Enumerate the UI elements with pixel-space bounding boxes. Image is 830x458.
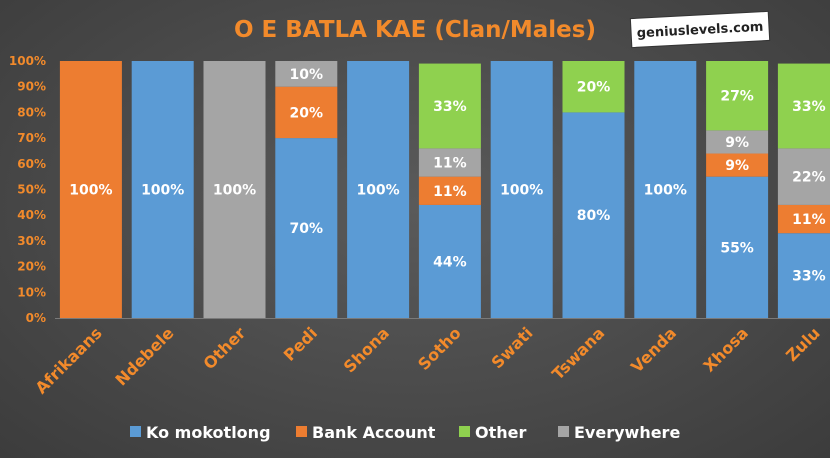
data-label: 11% — [792, 212, 826, 228]
x-category-label: Sotho — [414, 323, 465, 374]
x-category-label: Ndebele — [112, 323, 178, 389]
y-tick-label: 80% — [17, 105, 46, 119]
legend: Ko mokotlong Bank Account Other Everywhere — [130, 423, 680, 442]
x-category-label: Other — [200, 323, 250, 373]
data-label: 22% — [792, 170, 826, 186]
y-tick-label: 40% — [17, 208, 46, 222]
x-category-label: Tswana — [548, 323, 608, 383]
bar-segment — [418, 148, 481, 177]
x-category-label: Zulu — [782, 323, 824, 365]
bar-segment — [562, 61, 625, 113]
data-label: 20% — [577, 80, 611, 96]
data-label: 11% — [433, 184, 467, 200]
x-axis: Afrikaans Ndebele Other Pedi Shona Sotho Swati… — [32, 318, 830, 398]
data-label: 9% — [725, 135, 749, 151]
data-label: 11% — [433, 156, 467, 172]
bar-segment — [490, 61, 553, 318]
data-label: 80% — [577, 208, 611, 224]
x-category-label: Xhosa — [700, 323, 752, 375]
y-tick-label: 60% — [17, 157, 46, 171]
legend-label: Bank Account — [312, 423, 436, 442]
bar-segment — [777, 63, 830, 149]
data-label: 33% — [792, 269, 826, 285]
data-label: 33% — [433, 99, 467, 115]
bar-segment — [131, 61, 194, 318]
bar-segment — [706, 130, 769, 154]
legend-item: Bank Account — [296, 423, 436, 442]
legend-swatch — [459, 426, 470, 437]
bar-segment — [777, 204, 830, 234]
bar-segment — [706, 176, 769, 318]
bar-segment — [777, 148, 830, 205]
bar-segment — [203, 61, 266, 318]
legend-label: Ko mokotlong — [146, 423, 271, 442]
x-category-label: Pedi — [280, 323, 321, 364]
bar-segment — [706, 153, 769, 177]
data-label: 70% — [290, 221, 324, 237]
legend-item: Ko mokotlong — [130, 423, 271, 442]
legend-item: Other — [459, 423, 526, 442]
data-label: 10% — [290, 67, 324, 83]
legend-swatch — [130, 426, 141, 437]
bar-segment — [777, 233, 830, 318]
bar-segment — [275, 86, 338, 139]
y-tick-label: 100% — [9, 54, 46, 68]
watermark-text: geniuslevels.com — [636, 20, 763, 42]
bar-segment — [347, 61, 410, 318]
x-category-label: Swati — [488, 323, 537, 372]
bar-segment — [418, 204, 481, 318]
data-label: 100% — [644, 183, 687, 199]
bar-segment — [275, 61, 338, 87]
data-label: 44% — [433, 254, 467, 270]
legend-item: Everywhere — [558, 423, 680, 442]
chart-title: O E BATLA KAE (Clan/Males) — [234, 17, 596, 43]
bar-segment — [418, 63, 481, 149]
bar-segment — [634, 61, 697, 318]
legend-label: Everywhere — [574, 423, 680, 442]
data-label: 100% — [213, 183, 256, 199]
bar-segment — [59, 61, 122, 318]
data-label: 100% — [69, 183, 112, 199]
bar-segment — [418, 176, 481, 205]
data-label: 33% — [792, 99, 826, 115]
x-category-label: Shona — [340, 323, 393, 376]
y-tick-label: 20% — [17, 260, 46, 274]
y-tick-label: 0% — [26, 311, 46, 325]
data-label: 100% — [141, 183, 184, 199]
bar-segment — [706, 61, 769, 131]
y-axis: 0% 10% 20% 30% 40% 50% 60% 70% 80% 90% 100% — [9, 54, 46, 325]
bars — [59, 61, 830, 319]
legend-swatch — [296, 426, 307, 437]
data-label: 27% — [720, 89, 754, 105]
x-category-label: Afrikaans — [32, 323, 106, 397]
y-tick-label: 50% — [17, 183, 46, 197]
data-label: 100% — [356, 183, 399, 199]
bar-segment — [275, 138, 338, 318]
y-tick-label: 10% — [17, 285, 46, 299]
watermark: geniuslevels.com — [629, 10, 771, 49]
data-label: 100% — [500, 183, 543, 199]
data-label: 55% — [720, 240, 754, 256]
x-category-label: Venda — [627, 323, 680, 376]
y-tick-label: 30% — [17, 234, 46, 248]
y-tick-label: 90% — [17, 80, 46, 94]
bar-segment — [562, 112, 625, 319]
data-label: 20% — [290, 105, 324, 121]
legend-label: Other — [475, 423, 526, 442]
legend-swatch — [558, 426, 569, 437]
y-tick-label: 70% — [17, 131, 46, 145]
data-label: 9% — [725, 158, 749, 174]
data-labels: 100% 100% 100% 70% 20% 10% 100% 44% 11% 11% 33% 100… — [69, 67, 825, 285]
